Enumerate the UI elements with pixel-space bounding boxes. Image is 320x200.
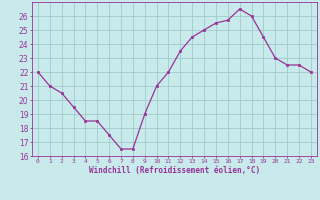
- X-axis label: Windchill (Refroidissement éolien,°C): Windchill (Refroidissement éolien,°C): [89, 166, 260, 175]
